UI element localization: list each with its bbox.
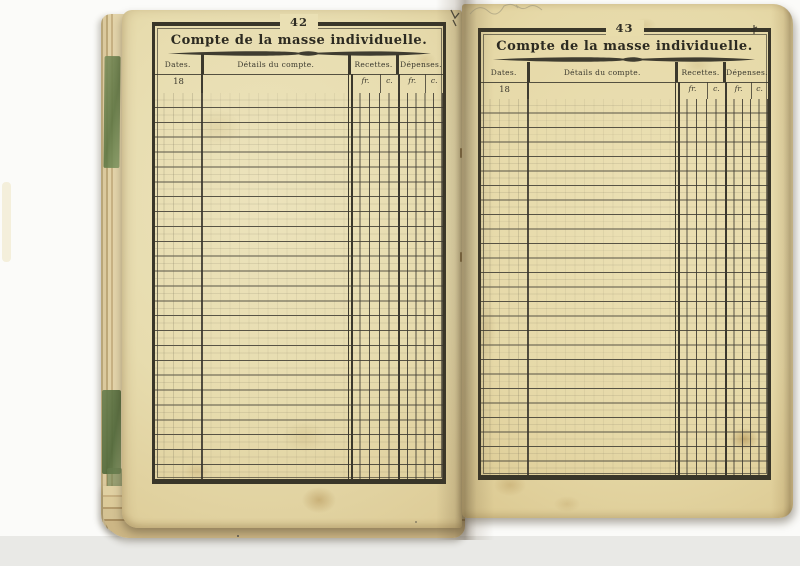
money-column-boundary bbox=[675, 99, 680, 475]
column-header-recettes: Recettes. bbox=[351, 54, 399, 74]
column-divider bbox=[425, 74, 427, 93]
show-through-grid bbox=[155, 93, 202, 479]
column-header-row: Dates. Détails du compte. Recettes. Dépe… bbox=[481, 62, 768, 83]
column-divider bbox=[348, 74, 353, 93]
subheader-row: 18 fr. c. fr. c. bbox=[481, 82, 768, 99]
recettes-subcolumn-lines bbox=[678, 99, 726, 475]
ledger-table: 42 Compte de la masse individuelle. Date… bbox=[152, 14, 446, 484]
swelled-rule-ornament bbox=[167, 51, 431, 56]
ledger-grid-body bbox=[481, 99, 768, 475]
subheader-francs: fr. bbox=[361, 76, 370, 85]
ledger-title: Compte de la masse individuelle. bbox=[170, 33, 428, 48]
year-prefix: 18 bbox=[499, 85, 510, 95]
column-header-dates: Dates. bbox=[155, 54, 204, 74]
column-divider bbox=[398, 74, 400, 93]
column-divider bbox=[751, 82, 753, 99]
column-header-depenses: Dépenses. bbox=[726, 67, 768, 77]
subheader-centimes: c. bbox=[386, 76, 393, 85]
swelled-rule-ornament bbox=[493, 57, 756, 62]
subheader-francs: fr. bbox=[688, 84, 697, 93]
show-through-grid bbox=[202, 93, 351, 479]
column-header-details: Détails du compte. bbox=[204, 54, 351, 74]
column-header-details: Détails du compte. bbox=[530, 62, 678, 82]
cover-cloth-green-patch bbox=[103, 55, 121, 169]
column-header-recettes: Recettes. bbox=[678, 62, 726, 82]
ink-mark bbox=[450, 9, 460, 27]
ledger-page-right: 43 Compte de la masse individuelle. Date… bbox=[462, 4, 793, 518]
dust-speck bbox=[237, 535, 239, 537]
subheader-francs: fr. bbox=[734, 84, 743, 93]
show-through-grid bbox=[481, 99, 528, 475]
subheader-row: 18 fr. c. fr. c. bbox=[155, 74, 443, 93]
page-number: 43 bbox=[605, 20, 644, 36]
recettes-subcolumn-lines bbox=[351, 93, 399, 479]
ledger-title: Compte de la masse individuelle. bbox=[496, 39, 753, 54]
subheader-centimes: c. bbox=[756, 84, 763, 93]
dates-column-divider bbox=[527, 99, 529, 475]
page-number: 42 bbox=[279, 14, 319, 30]
binding-stitch bbox=[460, 252, 462, 262]
scan-reflection bbox=[2, 182, 11, 262]
pencil-scribble bbox=[469, 3, 543, 15]
column-header-dates: Dates. bbox=[481, 62, 530, 82]
column-divider bbox=[379, 74, 381, 93]
column-header-depenses: Dépenses. bbox=[400, 59, 442, 69]
year-prefix: 18 bbox=[173, 77, 184, 87]
ledger-grid-body bbox=[155, 93, 443, 479]
ink-mark bbox=[750, 25, 758, 34]
scanner-background-strip bbox=[0, 536, 800, 566]
binding-stitch bbox=[460, 148, 462, 158]
column-divider bbox=[201, 74, 203, 93]
ledger-table: 43 Compte de la masse individuelle. Date… bbox=[478, 20, 771, 480]
column-divider bbox=[527, 82, 529, 99]
column-divider bbox=[725, 82, 727, 99]
dust-speck bbox=[415, 521, 417, 523]
ledger-page-left: 42 Compte de la masse individuelle. Date… bbox=[122, 10, 462, 528]
depenses-subcolumn-lines bbox=[399, 93, 443, 479]
column-divider bbox=[675, 82, 680, 99]
subheader-centimes: c. bbox=[430, 76, 438, 85]
show-through-grid bbox=[528, 99, 678, 475]
subheader-centimes: c. bbox=[713, 84, 720, 93]
depenses-subcolumn-lines bbox=[726, 99, 768, 475]
column-header-row: Dates. Détails du compte. Recettes. Dépe… bbox=[155, 54, 443, 75]
column-divider bbox=[706, 82, 708, 99]
dates-column-divider bbox=[201, 93, 203, 479]
subheader-francs: fr. bbox=[408, 76, 417, 85]
money-column-boundary bbox=[348, 93, 353, 479]
cover-cloth-green-patch bbox=[102, 390, 121, 474]
